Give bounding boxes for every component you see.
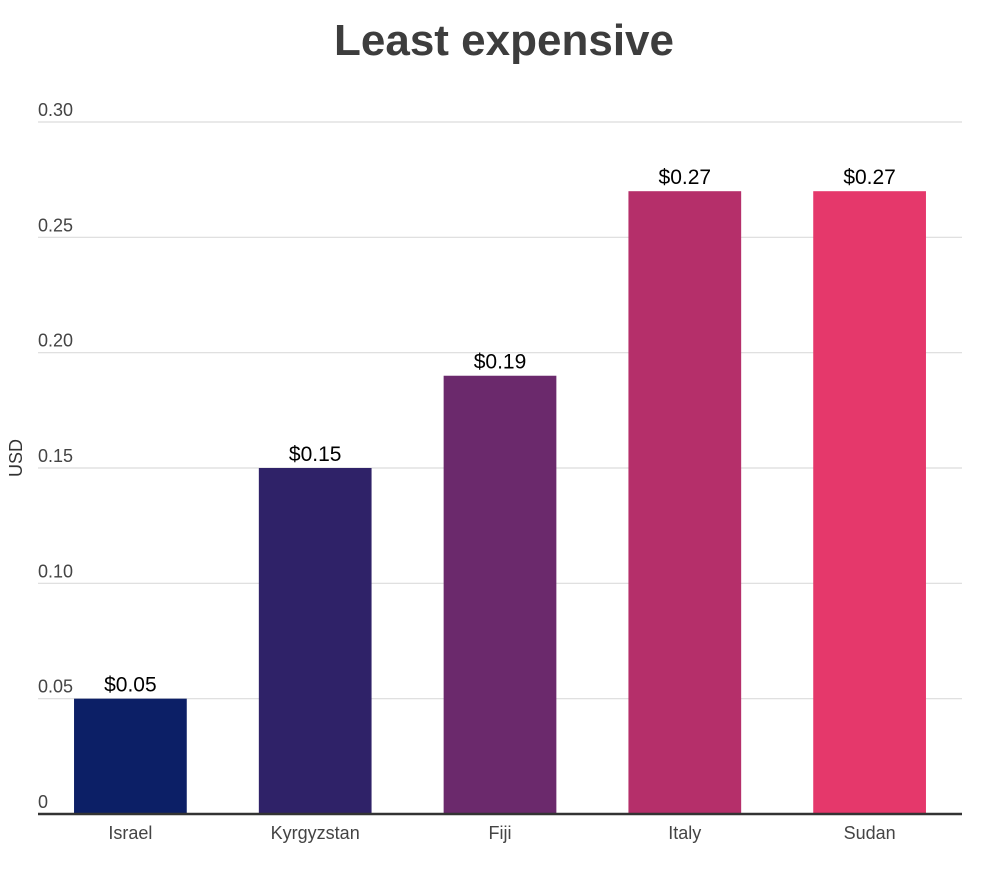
y-tick-label: 0.20 <box>38 331 73 351</box>
bar-kyrgyzstan <box>258 468 372 814</box>
data-label-italy: $0.27 <box>659 166 712 189</box>
chart-title: Least expensive <box>334 16 674 65</box>
data-label-sudan: $0.27 <box>843 166 896 189</box>
x-tick-label-sudan: Sudan <box>844 823 896 843</box>
bar-israel <box>74 698 187 814</box>
y-axis-label: USD <box>6 439 26 477</box>
bar-sudan <box>813 191 926 814</box>
x-tick-label-fiji: Fiji <box>489 823 512 843</box>
data-label-israel: $0.05 <box>104 674 157 697</box>
data-labels: $0.05 $0.15 $0.19 $0.27 $0.27 <box>104 166 896 696</box>
bars <box>74 191 926 814</box>
data-label-fiji: $0.19 <box>474 351 527 374</box>
x-tick-label-kyrgyzstan: Kyrgyzstan <box>271 823 360 843</box>
bar-italy <box>628 191 742 814</box>
data-label-kyrgyzstan: $0.15 <box>289 443 342 466</box>
y-tick-label: 0.15 <box>38 446 73 466</box>
y-tick-labels: 0 0.05 0.10 0.15 0.20 0.25 0.30 <box>38 100 73 812</box>
y-tick-label: 0.10 <box>38 561 73 581</box>
x-tick-label-israel: Israel <box>108 823 152 843</box>
y-tick-label: 0.05 <box>38 677 73 697</box>
x-tick-label-italy: Italy <box>668 823 701 843</box>
y-tick-label: 0.25 <box>38 215 73 235</box>
y-tick-label: 0.30 <box>38 100 73 120</box>
bar-fiji <box>443 375 557 814</box>
x-tick-labels: Israel Kyrgyzstan Fiji Italy Sudan <box>108 823 895 843</box>
y-tick-label: 0 <box>38 792 48 812</box>
